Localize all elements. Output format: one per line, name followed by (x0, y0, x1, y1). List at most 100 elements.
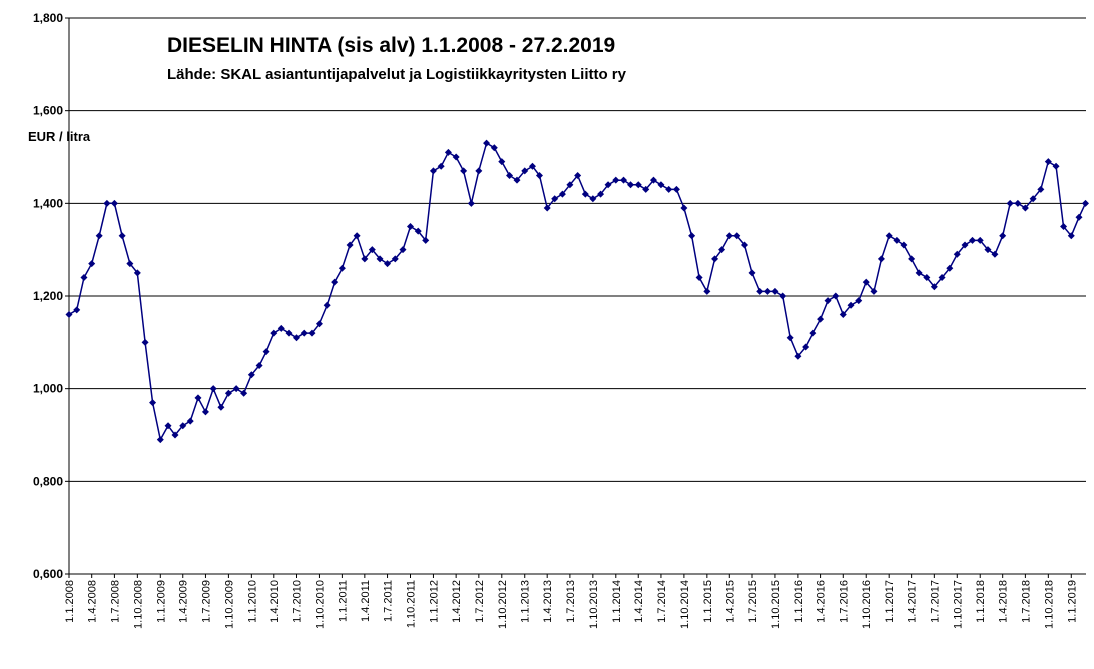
marker (521, 167, 529, 175)
x-tick-label: 1.4.2009 (178, 580, 190, 623)
marker (1021, 204, 1029, 212)
marker (1067, 232, 1075, 240)
marker (763, 287, 771, 295)
marker (612, 176, 620, 184)
x-tick-label: 1.10.2011 (405, 580, 417, 628)
marker (984, 246, 992, 254)
x-tick-label: 1.1.2015 (702, 580, 714, 623)
marker (665, 185, 673, 193)
marker (551, 195, 559, 203)
marker (118, 232, 126, 240)
x-tick-label: 1.7.2008 (109, 580, 121, 623)
y-tick-label: 1,400 (33, 196, 63, 210)
y-tick-label: 1,200 (33, 289, 63, 303)
marker (353, 232, 361, 240)
marker (399, 246, 407, 254)
marker (672, 185, 680, 193)
marker (969, 236, 977, 244)
x-tick-label: 1.1.2012 (428, 580, 440, 623)
x-tick-label: 1.10.2010 (314, 580, 326, 629)
marker (240, 389, 248, 397)
marker (1029, 195, 1037, 203)
marker (1052, 162, 1060, 170)
marker (331, 278, 339, 286)
marker (88, 260, 96, 268)
marker (73, 306, 81, 314)
marker (346, 241, 354, 249)
marker (786, 334, 794, 342)
x-tick-label: 1.1.2014 (611, 580, 623, 623)
marker (543, 204, 551, 212)
x-tick-label: 1.10.2008 (132, 580, 144, 629)
marker (695, 273, 703, 281)
marker (437, 162, 445, 170)
marker (323, 301, 331, 309)
chart-title: DIESELIN HINTA (sis alv) 1.1.2008 - 27.2… (167, 34, 615, 57)
x-tick-label: 1.10.2018 (1043, 580, 1055, 629)
marker (832, 292, 840, 300)
x-tick-label: 1.1.2017 (884, 580, 896, 623)
marker (566, 181, 574, 189)
x-tick-label: 1.7.2018 (1020, 580, 1032, 623)
marker (711, 255, 719, 263)
x-tick-label: 1.1.2010 (246, 580, 258, 623)
marker (95, 232, 103, 240)
marker (224, 389, 232, 397)
marker (422, 236, 430, 244)
x-tick-label: 1.7.2012 (474, 580, 486, 623)
x-tick-label: 1.7.2011 (383, 580, 395, 622)
marker (110, 199, 118, 207)
marker (748, 269, 756, 277)
marker (126, 260, 134, 268)
marker (946, 264, 954, 272)
x-tick-label: 1.7.2014 (656, 580, 668, 623)
marker (574, 172, 582, 180)
marker (270, 329, 278, 337)
marker (862, 278, 870, 286)
marker (285, 329, 293, 337)
marker (627, 181, 635, 189)
marker (771, 287, 779, 295)
marker (809, 329, 817, 337)
marker (877, 255, 885, 263)
marker (490, 144, 498, 152)
marker (186, 417, 194, 425)
marker (915, 269, 923, 277)
marker (535, 172, 543, 180)
x-tick-label: 1.4.2008 (87, 580, 99, 623)
marker (217, 403, 225, 411)
marker (938, 273, 946, 281)
marker (1014, 199, 1022, 207)
marker (498, 158, 506, 166)
x-tick-label: 1.1.2013 (520, 580, 532, 623)
marker (908, 255, 916, 263)
marker (885, 232, 893, 240)
marker (718, 246, 726, 254)
y-axis-label: EUR / litra (28, 129, 91, 144)
marker (839, 311, 847, 319)
marker (817, 315, 825, 323)
marker (444, 148, 452, 156)
marker (506, 172, 514, 180)
marker (475, 167, 483, 175)
marker (900, 241, 908, 249)
marker (802, 343, 810, 351)
marker (1037, 185, 1045, 193)
marker (361, 255, 369, 263)
marker (194, 394, 202, 402)
marker (300, 329, 308, 337)
marker (164, 422, 172, 430)
marker (634, 181, 642, 189)
marker (1060, 223, 1068, 230)
marker (179, 422, 187, 430)
x-tick-label: 1.4.2012 (451, 580, 463, 623)
marker (604, 181, 612, 189)
marker (460, 167, 468, 175)
marker (315, 320, 323, 328)
marker (255, 362, 263, 369)
x-tick-label: 1.1.2016 (793, 580, 805, 623)
marker (642, 185, 650, 193)
grid (69, 17, 1086, 575)
y-tick-label: 0,800 (33, 474, 63, 488)
